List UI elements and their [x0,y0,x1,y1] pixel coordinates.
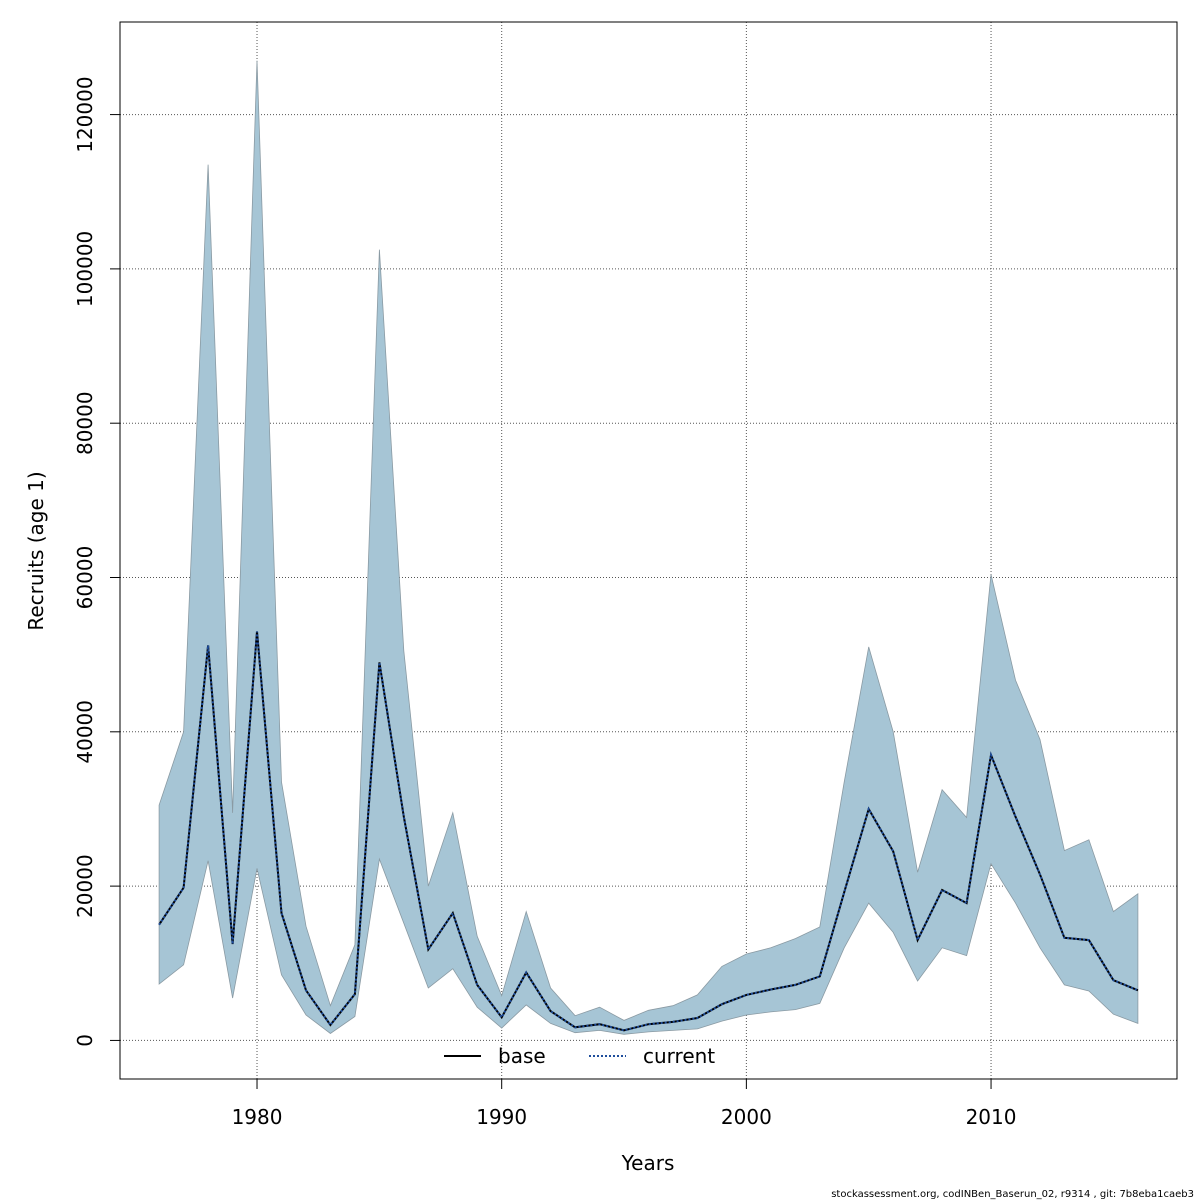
y-tick-label: 40000 [73,700,97,764]
y-axis-title: Recruits (age 1) [24,471,48,630]
series-lines [158,631,1139,1032]
x-axis: 1980 1990 2000 2010 [232,1079,1017,1129]
series-line-current [158,631,1139,1032]
y-tick-label: 20000 [73,854,97,918]
plot-frame [119,21,1178,1080]
y-tick-label: 100000 [73,231,97,307]
confidence-band [158,60,1139,1035]
x-tick-label: 2010 [966,1105,1017,1129]
y-tick-label: 60000 [73,546,97,610]
x-tick-label: 2000 [721,1105,772,1129]
y-axis: 0 20000 40000 60000 80000 100000 120000 [73,76,120,1047]
y-tick-label: 0 [73,1034,97,1047]
legend-current-label: current [643,1044,715,1068]
y-tick-label: 80000 [73,391,97,455]
footer-text: stockassessment.org, codINBen_Baserun_02… [831,1189,1194,1200]
y-tick-label: 120000 [73,76,97,152]
x-tick-label: 1990 [476,1105,527,1129]
legend: base current [444,1044,715,1068]
legend-base-label: base [498,1044,546,1068]
x-tick-label: 1980 [232,1105,283,1129]
x-axis-title: Years [621,1151,675,1175]
